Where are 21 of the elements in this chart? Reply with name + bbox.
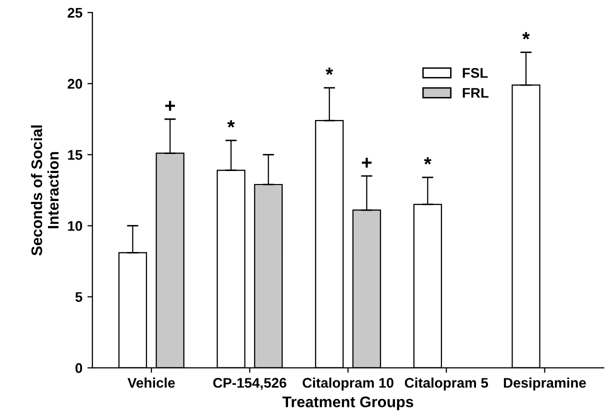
x-axis-title: Treatment Groups (282, 396, 414, 410)
x-tick-label: Desipramine (504, 378, 586, 391)
data-label: + (165, 100, 175, 111)
y-axis-title: Seconds of Social Interaction (30, 125, 59, 256)
y-tick-label: 25 (68, 8, 82, 18)
legend-label: FRL (462, 88, 488, 98)
x-tick-label: CP-154,526 (213, 378, 286, 390)
y-tick-label: 15 (68, 150, 82, 160)
x-tick-label: Citalopram 10 (302, 378, 394, 391)
y-tick-label: 20 (68, 78, 82, 89)
x-tick-label: Vehicle (128, 378, 175, 388)
x-tick-label: Citalopram 5 (404, 378, 488, 391)
data-label: * (326, 68, 334, 75)
data-label: * (424, 157, 432, 164)
y-tick-label: 0 (76, 363, 82, 374)
data-label: * (227, 120, 235, 128)
data-label: + (362, 158, 372, 168)
data-label: * (522, 32, 530, 40)
legend-label: FSL (462, 68, 488, 78)
y-tick-label: 10 (68, 221, 82, 231)
y-tick-label: 5 (75, 292, 82, 302)
